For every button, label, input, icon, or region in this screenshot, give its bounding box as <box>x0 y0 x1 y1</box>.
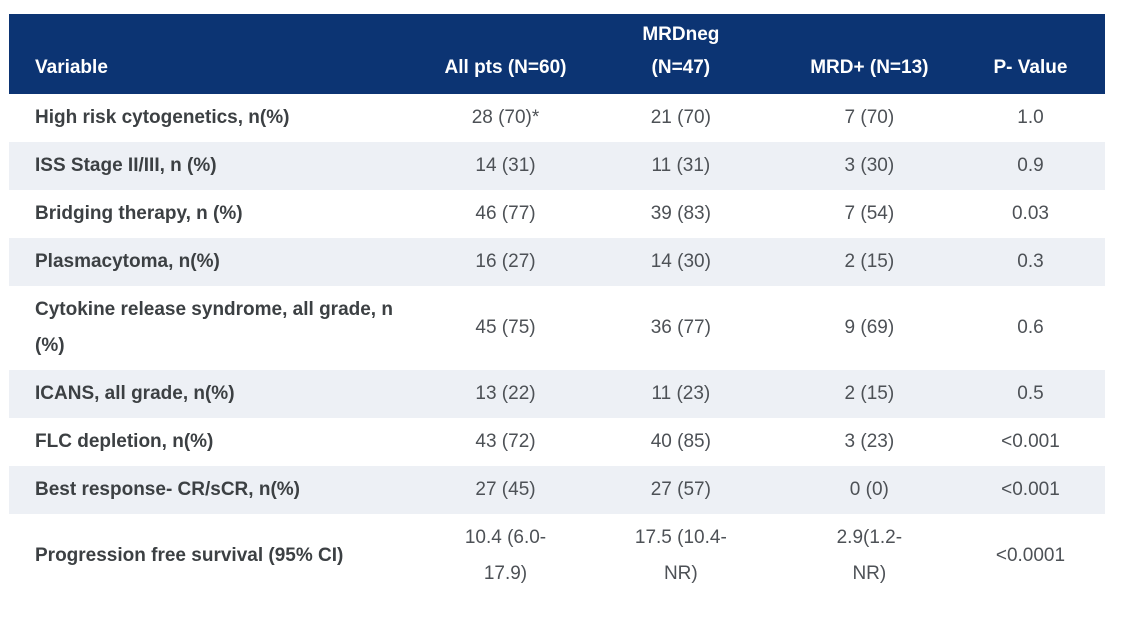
cell-mrdneg: 27 (57) <box>650 479 711 501</box>
cell-variable: High risk cytogenetics, n(%) <box>9 94 432 142</box>
cell-all-pts: 10.4 (6.0-17.9) <box>432 514 579 598</box>
column-header-p-value: P- Value <box>955 14 1105 94</box>
cell-p-value: 0.03 <box>1011 203 1049 225</box>
cell-mrdneg: 17.5 (10.4-NR) <box>579 514 783 598</box>
variable-label: Plasmacytoma, n(%) <box>35 251 220 273</box>
cell-mrd-pos: 7 (54) <box>844 203 895 225</box>
variable-label: High risk cytogenetics, n(%) <box>35 107 290 128</box>
column-header-mrd-pos-label: MRD+ (N=13) <box>810 57 929 78</box>
variable-label: Bridging therapy, n (%) <box>35 203 243 225</box>
row-flc-depletion: FLC depletion, n(%) 43 (72) 40 (85) 3 (2… <box>9 418 1105 466</box>
cell-variable: Progression free survival (95% CI) <box>9 514 432 598</box>
cell-variable: Best response- CR/sCR, n(%) <box>9 466 432 514</box>
header-row: Variable All pts (N=60) MRDneg (N=47) MR… <box>9 14 1105 94</box>
pfs-mrdneg-value: 17.5 (10.4-NR) <box>634 527 727 585</box>
column-header-all-pts: All pts (N=60) <box>432 14 579 94</box>
cell-mrdneg: 11 (31) <box>651 155 711 177</box>
cell-p-value: <0.0001 <box>995 545 1066 567</box>
cell-all-pts: 45 (75) <box>475 317 536 339</box>
column-header-variable-label: Variable <box>35 57 108 78</box>
column-header-mrd-pos: MRD+ (N=13) <box>782 14 956 94</box>
cell-mrd-pos: 7 (70) <box>844 107 895 128</box>
cell-mrd-pos: 3 (30) <box>844 155 895 177</box>
variable-label: Best response- CR/sCR, n(%) <box>35 479 300 501</box>
cell-mrdneg: 39 (83) <box>650 203 711 225</box>
cell-p-value: 0.5 <box>1017 383 1044 405</box>
baseline-characteristics-table: Variable All pts (N=60) MRDneg (N=47) MR… <box>9 14 1105 598</box>
cell-p-value: 1.0 <box>1017 107 1044 128</box>
baseline-characteristics-table-wrap: Variable All pts (N=60) MRDneg (N=47) MR… <box>9 14 1105 598</box>
cell-all-pts: 43 (72) <box>475 431 536 453</box>
cell-mrd-pos: 0 (0) <box>849 479 889 501</box>
cell-p-value: <0.001 <box>1001 431 1060 453</box>
cell-variable: Bridging therapy, n (%) <box>9 190 432 238</box>
cell-variable: Cytokine release syndrome, all grade, n … <box>9 286 432 370</box>
variable-label: Cytokine release syndrome, all grade, n … <box>35 299 393 357</box>
row-progression-free-survival: Progression free survival (95% CI) 10.4 … <box>9 514 1105 598</box>
cell-p-value: 0.6 <box>1017 317 1044 339</box>
cell-mrdneg: 14 (30) <box>650 251 711 273</box>
cell-variable: ISS Stage II/III, n (%) <box>9 142 432 190</box>
row-best-response: Best response- CR/sCR, n(%) 27 (45) 27 (… <box>9 466 1105 515</box>
cell-all-pts: 27 (45) <box>475 479 536 501</box>
cell-all-pts: 28 (70)* <box>471 107 540 128</box>
variable-label: Progression free survival (95% CI) <box>35 545 344 567</box>
variable-label: ICANS, all grade, n(%) <box>35 383 235 405</box>
cell-mrd-pos: 2.9(1.2-NR) <box>783 514 956 598</box>
row-plasmacytoma: Plasmacytoma, n(%) 16 (27) 14 (30) 2 (15… <box>9 238 1105 287</box>
cell-mrd-pos: 2 (15) <box>844 383 895 405</box>
row-icans: ICANS, all grade, n(%) 13 (22) 11 (23) 2… <box>9 370 1105 419</box>
column-header-mrdneg: MRDneg (N=47) <box>578 14 783 94</box>
pfs-all-pts-value: 10.4 (6.0-17.9) <box>464 527 547 585</box>
row-bridging-therapy: Bridging therapy, n (%) 46 (77) 39 (83) … <box>9 190 1105 238</box>
cell-variable: Plasmacytoma, n(%) <box>9 238 432 286</box>
cell-p-value: <0.001 <box>1001 479 1060 501</box>
row-iss-stage: ISS Stage II/III, n (%) 14 (31) 11 (31) … <box>9 142 1105 191</box>
variable-label: ISS Stage II/III, n (%) <box>35 155 217 177</box>
column-header-mrdneg-label-bottom: (N=47) <box>651 57 711 78</box>
cell-all-pts: 14 (31) <box>475 155 536 177</box>
cell-p-value: 0.3 <box>1017 251 1044 273</box>
column-header-all-pts-label: All pts (N=60) <box>444 57 567 78</box>
column-header-variable: Variable <box>9 14 433 94</box>
cell-variable: ICANS, all grade, n(%) <box>9 370 432 418</box>
variable-label: FLC depletion, n(%) <box>35 431 214 453</box>
cell-all-pts: 13 (22) <box>475 383 536 405</box>
row-high-risk-cytogenetics: High risk cytogenetics, n(%) 28 (70)* 21… <box>9 94 1105 142</box>
pfs-mrd-pos-value: 2.9(1.2-NR) <box>836 527 903 585</box>
cell-all-pts: 46 (77) <box>475 203 536 225</box>
cell-p-value: 0.9 <box>1017 155 1044 177</box>
cell-mrd-pos: 2 (15) <box>844 251 895 273</box>
cell-mrd-pos: 9 (69) <box>844 317 895 339</box>
cell-variable: FLC depletion, n(%) <box>9 418 432 466</box>
row-cytokine-release-syndrome: Cytokine release syndrome, all grade, n … <box>9 286 1105 370</box>
column-header-p-value-label: P- Value <box>993 57 1068 78</box>
cell-mrdneg: 21 (70) <box>650 107 711 128</box>
column-header-mrdneg-label-top: MRDneg <box>642 24 720 45</box>
cell-mrdneg: 11 (23) <box>651 383 711 405</box>
cell-mrdneg: 36 (77) <box>650 317 711 339</box>
cell-mrdneg: 40 (85) <box>650 431 711 453</box>
cell-mrd-pos: 3 (23) <box>844 431 895 453</box>
cell-all-pts: 16 (27) <box>475 251 536 273</box>
